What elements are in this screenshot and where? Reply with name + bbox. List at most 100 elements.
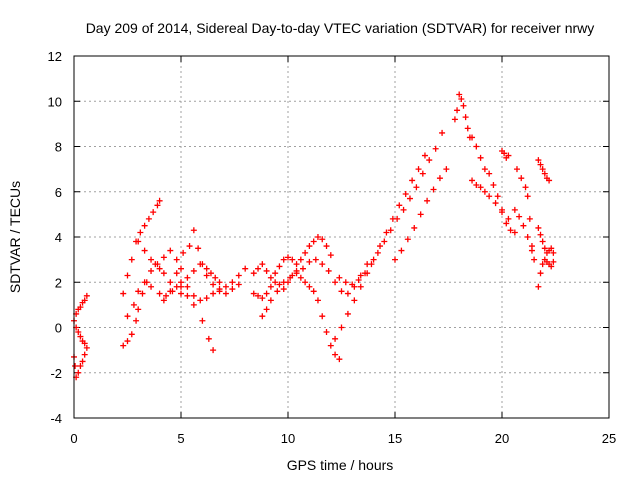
data-point: [325, 267, 332, 274]
y-tick-label: -2: [50, 366, 62, 381]
data-point: [430, 186, 437, 193]
data-point: [413, 184, 420, 191]
data-point: [338, 288, 345, 295]
data-point: [250, 270, 257, 277]
data-point: [259, 313, 266, 320]
data-point: [541, 245, 548, 252]
data-point: [432, 145, 439, 152]
data-point: [426, 157, 433, 164]
data-point: [424, 197, 431, 204]
data-point: [178, 290, 184, 297]
series-track-16: [451, 91, 473, 141]
data-point: [195, 245, 202, 252]
data-point: [83, 344, 90, 351]
data-point: [212, 274, 219, 281]
y-tick-label: 8: [55, 140, 62, 155]
data-point: [377, 243, 384, 250]
data-point: [299, 265, 306, 272]
x-axis-label: GPS time / hours: [287, 457, 394, 473]
data-point: [535, 283, 542, 290]
data-point: [203, 265, 210, 272]
data-point: [141, 247, 148, 254]
data-point: [526, 215, 533, 222]
data-point: [128, 256, 135, 263]
x-tick-label: 5: [177, 431, 184, 446]
data-point: [477, 154, 484, 161]
data-point: [173, 256, 180, 263]
data-point: [513, 166, 520, 173]
data-point: [539, 166, 546, 173]
data-point: [255, 265, 262, 272]
data-point: [137, 229, 144, 236]
data-point: [276, 263, 283, 270]
data-point: [516, 213, 523, 220]
data-point: [458, 95, 465, 102]
data-point: [167, 247, 174, 254]
data-point: [477, 184, 484, 191]
data-point: [77, 304, 84, 311]
data-point: [342, 279, 349, 286]
data-point: [494, 193, 501, 200]
data-point: [550, 249, 557, 256]
data-point: [537, 161, 544, 168]
data-point: [263, 290, 270, 297]
series-track-8: [160, 227, 223, 304]
series-track-20: [513, 166, 538, 263]
data-point: [528, 247, 535, 254]
data-point: [148, 256, 155, 263]
data-point: [511, 206, 518, 213]
data-point: [184, 283, 191, 290]
data-point: [190, 227, 197, 234]
data-point: [522, 184, 529, 191]
data-point: [124, 313, 131, 320]
x-tick-label: 25: [602, 431, 616, 446]
data-point: [75, 329, 82, 336]
grid-lines: [74, 56, 609, 418]
data-point: [464, 125, 471, 132]
data-point: [486, 193, 493, 200]
data-point: [148, 267, 155, 274]
data-point: [267, 297, 274, 304]
data-point: [415, 166, 422, 173]
data-point: [167, 279, 174, 286]
data-point: [332, 279, 339, 286]
data-point: [537, 270, 544, 277]
data-point: [190, 267, 197, 274]
data-point: [81, 351, 88, 358]
data-point: [124, 272, 131, 279]
data-point: [456, 91, 463, 98]
data-point: [319, 313, 326, 320]
data-point: [541, 170, 548, 177]
data-point: [229, 279, 236, 286]
data-point: [120, 290, 127, 297]
data-point: [310, 238, 317, 245]
data-point: [312, 256, 319, 263]
data-point: [381, 238, 388, 245]
data-point: [280, 256, 287, 263]
data-point: [323, 243, 330, 250]
x-tick-label: 0: [70, 431, 77, 446]
series-track-5: [120, 261, 184, 349]
data-point: [336, 356, 343, 363]
series-track-24: [535, 256, 557, 290]
series-track-23: [535, 224, 557, 256]
data-point: [160, 297, 167, 304]
data-point: [383, 229, 390, 236]
data-point: [327, 252, 334, 259]
data-point: [263, 267, 270, 274]
data-point: [280, 286, 287, 293]
data-point: [486, 170, 493, 177]
data-point: [499, 209, 505, 216]
data-point: [272, 270, 279, 277]
data-point: [160, 254, 167, 261]
data-point: [167, 288, 174, 295]
data-point: [406, 195, 413, 202]
data-point: [280, 279, 287, 286]
data-point: [148, 283, 155, 290]
data-point: [306, 258, 313, 265]
data-point: [302, 249, 309, 256]
data-point: [180, 249, 187, 256]
series-track-22: [535, 157, 553, 184]
data-point: [255, 292, 262, 299]
